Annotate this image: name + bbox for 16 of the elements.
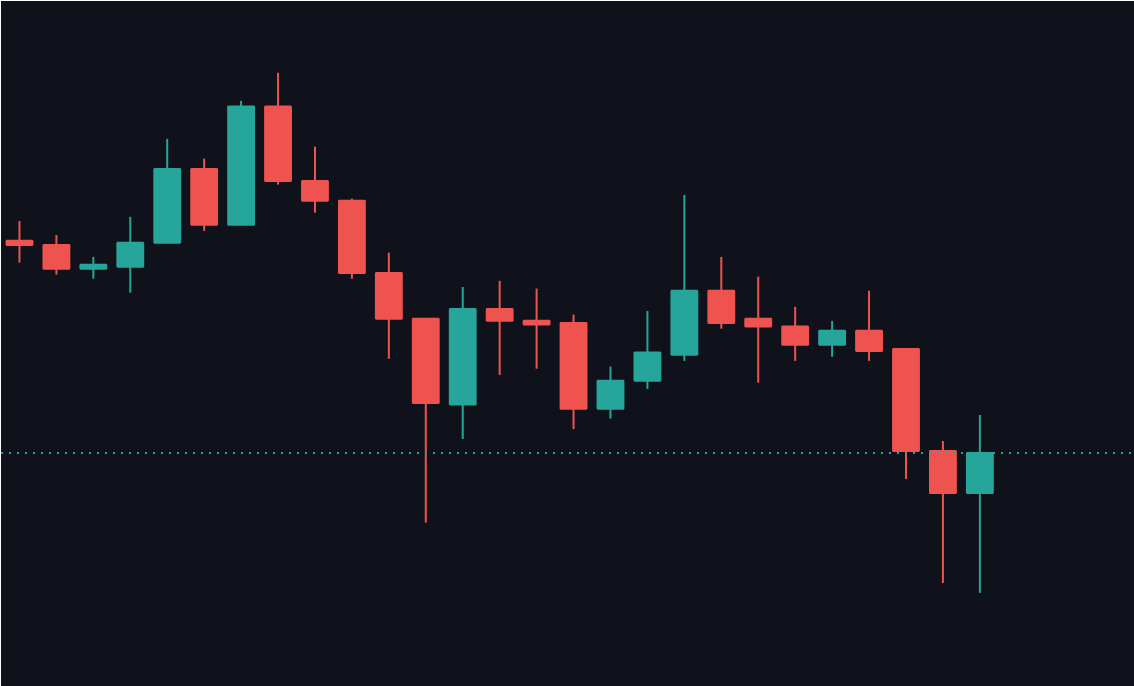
candlestick — [374, 251, 403, 360]
candlestick — [633, 309, 662, 390]
candlestick — [707, 255, 736, 330]
candlestick — [781, 305, 810, 362]
candlestick — [596, 365, 625, 420]
candlestick — [855, 289, 883, 362]
candlestick — [301, 145, 329, 214]
candlestick — [42, 234, 71, 276]
candlestick — [79, 255, 108, 280]
candlestick — [5, 220, 34, 264]
candlestick — [116, 215, 145, 294]
candlestick — [818, 319, 847, 358]
candlestick — [522, 287, 551, 370]
candlestick — [485, 279, 514, 376]
candlestick — [744, 275, 773, 384]
candlestick — [928, 440, 957, 584]
